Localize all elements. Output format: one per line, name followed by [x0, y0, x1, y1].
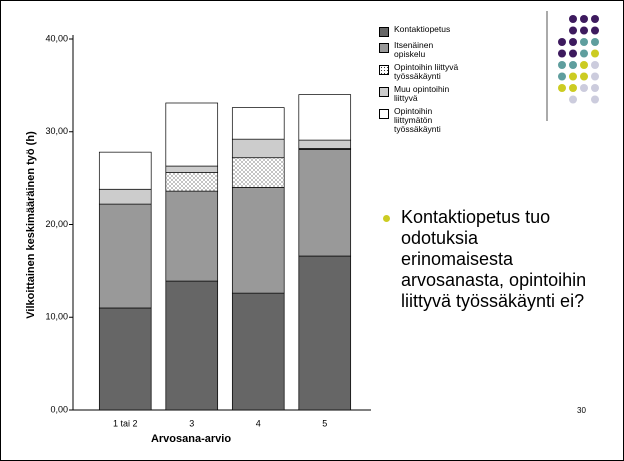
decor-dot: [580, 49, 588, 58]
bar-segment: [231, 157, 285, 188]
decor-dot: [569, 84, 577, 92]
bar-segment: [98, 203, 152, 309]
bar-segment: [298, 149, 352, 257]
chart: Vilkoittainen keskimääräinen työ (h) Arv…: [25, 33, 371, 445]
bar-segment: [165, 172, 219, 192]
decor-dot: [569, 15, 577, 23]
bar-segment: [231, 107, 285, 140]
bar-segment: [165, 190, 219, 282]
legend-swatch: [379, 27, 389, 37]
decor-dot: [591, 95, 599, 104]
decor-dot: [591, 84, 599, 92]
decor-dot: [569, 38, 577, 46]
legend: Kontaktiopetus Itsenäinen opiskelu Opintoi…: [379, 25, 529, 138]
x-tick-label: 4: [256, 418, 261, 428]
bar-segment: [165, 280, 219, 411]
legend-swatch: [379, 65, 389, 75]
y-tick-label: 40,00: [45, 33, 68, 43]
x-tick-label: 5: [322, 418, 327, 428]
decor-dot: [558, 38, 566, 46]
legend-label: Itsenäinen opiskelu: [394, 40, 434, 59]
decor-dot: [569, 49, 577, 58]
decor-dot: [558, 84, 566, 92]
decor-dot: [591, 15, 599, 23]
bar-segment: [98, 307, 152, 411]
x-tick-label: 1 tai 2: [113, 418, 138, 428]
decor-dot: [591, 26, 599, 35]
legend-label: Opintoihin liittyvä työssäkäynti: [394, 62, 459, 81]
decor-dot: [558, 49, 566, 58]
decor-dot: [580, 38, 588, 46]
page-number: 30: [577, 406, 586, 415]
bar-segment: [98, 188, 152, 205]
bar-segment: [98, 151, 152, 190]
bullet-marker: [383, 215, 390, 222]
decor-dot: [558, 72, 566, 81]
legend-item: Muu opintoihin liittyvä: [379, 85, 529, 103]
decor-dot: [580, 26, 588, 35]
bar-segment: [298, 139, 352, 149]
decor-dot: [569, 95, 577, 104]
x-axis-title: Arvosana-arvio: [151, 433, 231, 445]
x-tick-label: 3: [189, 418, 194, 428]
decoration: [546, 11, 599, 121]
decor-dot: [591, 61, 599, 69]
legend-label: Kontaktiopetus: [394, 24, 451, 34]
bar-segment: [298, 94, 352, 141]
decor-dot: [580, 84, 588, 92]
y-tick-label: 0,00: [50, 404, 68, 414]
y-axis-title: Vilkoittainen keskimääräinen työ (h): [25, 131, 37, 319]
y-tick-label: 30,00: [45, 126, 68, 136]
legend-swatch: [379, 87, 389, 97]
legend-item: Opintoihin liittymätön työssäkäynti: [379, 107, 529, 134]
decor-dot: [591, 72, 599, 81]
decor-dot: [591, 49, 599, 58]
bar-segment: [231, 187, 285, 294]
decor-dot: [591, 38, 599, 46]
bar-segment: [231, 292, 285, 411]
decor-dot: [569, 26, 577, 35]
bar-segment: [165, 102, 219, 167]
decor-dot: [558, 61, 566, 69]
legend-label: Muu opintoihin liittyvä: [394, 84, 450, 103]
decor-dot: [580, 61, 588, 69]
bar-segment: [231, 138, 285, 159]
decor-dot: [569, 72, 577, 81]
decor-dot: [580, 15, 588, 23]
decor-dot: [569, 61, 577, 69]
legend-item: Opintoihin liittyvä työssäkäynti: [379, 63, 529, 81]
bar-segment: [165, 165, 219, 173]
y-tick-label: 20,00: [45, 219, 68, 229]
legend-item: Itsenäinen opiskelu: [379, 41, 529, 59]
y-tick-label: 10,00: [45, 312, 68, 322]
legend-swatch: [379, 43, 389, 53]
legend-swatch: [379, 109, 389, 119]
bar-segment: [298, 255, 352, 411]
legend-label: Opintoihin liittymätön työssäkäynti: [394, 106, 441, 134]
legend-item: Kontaktiopetus: [379, 25, 529, 37]
bullet-text: Kontaktiopetus tuo odotuksia erinomaises…: [401, 207, 587, 311]
decor-dot: [580, 72, 588, 81]
